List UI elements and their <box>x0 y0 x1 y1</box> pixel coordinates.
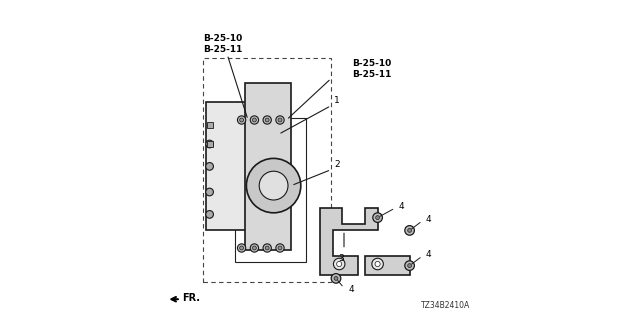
Circle shape <box>263 116 271 124</box>
Text: 4: 4 <box>426 215 431 224</box>
Circle shape <box>240 246 243 250</box>
Circle shape <box>408 264 412 268</box>
Circle shape <box>259 171 288 200</box>
Bar <box>245 83 291 250</box>
Circle shape <box>334 276 338 280</box>
Text: 2: 2 <box>334 160 340 169</box>
Circle shape <box>252 246 256 250</box>
Text: 3: 3 <box>338 254 344 263</box>
Circle shape <box>276 244 284 252</box>
Circle shape <box>333 258 345 270</box>
Circle shape <box>404 261 415 270</box>
Bar <box>207 122 213 128</box>
Circle shape <box>250 116 259 124</box>
Circle shape <box>376 216 380 220</box>
Circle shape <box>206 163 214 170</box>
Text: FR.: FR. <box>182 293 200 303</box>
Bar <box>204 58 332 282</box>
Text: 1: 1 <box>334 96 340 105</box>
Circle shape <box>250 244 259 252</box>
Circle shape <box>404 226 415 235</box>
Bar <box>207 141 213 147</box>
Circle shape <box>263 244 271 252</box>
Circle shape <box>206 211 214 218</box>
Circle shape <box>265 118 269 122</box>
Circle shape <box>332 274 341 283</box>
Polygon shape <box>365 256 410 275</box>
Circle shape <box>337 261 342 267</box>
Circle shape <box>252 118 256 122</box>
Bar <box>206 102 248 230</box>
Polygon shape <box>320 208 378 275</box>
Circle shape <box>408 228 412 232</box>
Circle shape <box>372 258 383 270</box>
Circle shape <box>237 244 246 252</box>
Text: TZ34B2410A: TZ34B2410A <box>421 301 470 310</box>
Circle shape <box>246 158 301 213</box>
Text: 4: 4 <box>349 285 355 294</box>
Text: B-25-10
B-25-11: B-25-10 B-25-11 <box>352 59 392 79</box>
Circle shape <box>278 246 282 250</box>
Circle shape <box>240 118 243 122</box>
Circle shape <box>278 118 282 122</box>
Circle shape <box>237 116 246 124</box>
Circle shape <box>206 140 214 148</box>
Circle shape <box>265 246 269 250</box>
Circle shape <box>372 213 383 222</box>
Circle shape <box>375 261 380 267</box>
Text: 4: 4 <box>398 202 404 211</box>
Text: B-25-10
B-25-11: B-25-10 B-25-11 <box>203 34 242 54</box>
Circle shape <box>206 188 214 196</box>
Text: 4: 4 <box>426 250 431 259</box>
Bar <box>236 118 306 262</box>
Circle shape <box>276 116 284 124</box>
